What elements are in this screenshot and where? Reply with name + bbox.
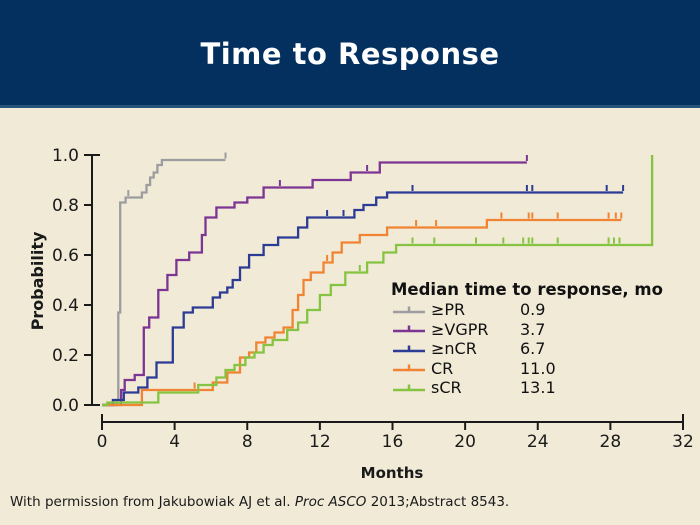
svg-text:0.2: 0.2	[52, 346, 79, 366]
legend-item-vgpr: ≥VGPR 3.7	[391, 320, 671, 340]
svg-text:1.0: 1.0	[52, 146, 79, 166]
cr-line-swatch-icon	[393, 364, 425, 372]
legend-value: 6.7	[520, 339, 546, 359]
pr-line-swatch-icon	[393, 306, 425, 313]
legend-value: 3.7	[520, 319, 546, 339]
x-axis-label: Months	[360, 464, 424, 482]
svg-text:24: 24	[527, 432, 549, 452]
ncr-line-swatch-icon	[393, 345, 425, 352]
attribution-prefix: With permission from Jakubowiak AJ et al…	[10, 494, 295, 510]
legend-value: 0.9	[520, 300, 546, 320]
legend-item-pr: ≥PR 0.9	[391, 300, 671, 320]
legend-label: ≥nCR	[431, 339, 477, 359]
legend-item-ncr: ≥nCR 6.7	[391, 339, 671, 359]
svg-text:0.8: 0.8	[52, 196, 79, 216]
svg-text:32: 32	[672, 432, 694, 452]
attribution-text: With permission from Jakubowiak AJ et al…	[10, 494, 509, 510]
legend-label: ≥PR	[431, 300, 466, 320]
svg-text:12: 12	[309, 432, 331, 452]
svg-text:20: 20	[454, 432, 476, 452]
svg-text:28: 28	[600, 432, 622, 452]
vgpr-line-swatch-icon	[393, 325, 425, 333]
attribution-citation-italic: Proc ASCO	[294, 494, 367, 510]
legend-label: CR	[431, 358, 454, 378]
legend-item-scr: sCR 13.1	[391, 378, 671, 398]
legend-title: Median time to response, mo	[391, 280, 663, 299]
legend-label: sCR	[431, 378, 462, 398]
page-title: Time to Response	[200, 37, 500, 71]
scr-line-swatch-icon	[393, 384, 425, 391]
svg-text:0.0: 0.0	[52, 396, 79, 416]
svg-text:0: 0	[97, 432, 108, 452]
svg-text:0.4: 0.4	[52, 296, 79, 316]
y-axis-label: Probability	[28, 231, 47, 331]
slide-header: Time to Response	[0, 0, 700, 108]
legend-label: ≥VGPR	[431, 319, 489, 339]
legend-value: 13.1	[520, 378, 556, 398]
attribution-suffix: 2013;Abstract 8543.	[366, 494, 510, 510]
svg-text:8: 8	[242, 432, 253, 452]
svg-text:0.6: 0.6	[52, 246, 79, 266]
svg-text:4: 4	[169, 432, 180, 452]
legend-value: 11.0	[520, 358, 556, 378]
legend: Median time to response, mo ≥PR 0.9 ≥VGP…	[391, 279, 671, 398]
legend-item-cr: CR 11.0	[391, 359, 671, 379]
svg-text:16: 16	[382, 432, 404, 452]
